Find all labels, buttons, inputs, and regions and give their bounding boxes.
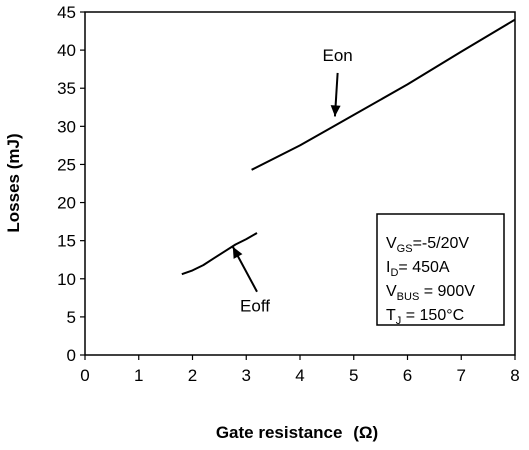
x-axis-ticks: 0 1 2 3 4 5 6 7 8 [80,355,520,385]
x-tick-label: 2 [188,366,197,385]
x-tick-label: 1 [134,366,143,385]
condition-subscript: GS [397,243,413,255]
annotations: Eon Eoff [231,46,353,316]
condition-line: ID= 450A [386,259,450,279]
x-tick-label: 3 [242,366,251,385]
y-tick-label: 30 [57,117,76,136]
y-axis-ticks: 0 5 10 15 20 25 30 35 40 45 [57,3,85,365]
annotation-label-eoff: Eoff [240,297,270,316]
y-tick-label: 15 [57,232,76,251]
y-tick-label: 25 [57,155,76,174]
y-tick-label: 35 [57,79,76,98]
condition-symbol: T [386,307,396,324]
y-tick-label: 40 [57,41,76,60]
series-line-eon [251,18,516,171]
x-axis-title-unit: (Ω) [353,423,378,442]
x-axis-title-text: Gate resistance [216,423,343,442]
x-tick-label: 7 [457,366,466,385]
y-tick-label: 45 [57,3,76,22]
plot-area-frame [84,11,516,356]
y-tick-label: 0 [67,346,76,365]
y-tick-label: 5 [67,308,76,327]
annotation-arrow-head [232,246,243,259]
x-axis-title: Gate resistance (Ω) [216,423,378,442]
condition-subscript: BUS [397,291,420,303]
condition-value: =-5/20V [413,235,470,252]
condition-line: VGS=-5/20V [386,235,469,255]
x-tick-label: 4 [295,366,304,385]
x-tick-label: 5 [349,366,358,385]
condition-value: = 450A [398,259,449,276]
x-tick-label: 8 [510,366,519,385]
series-lines [181,18,516,276]
condition-symbol: I [386,259,390,276]
x-tick-label: 6 [403,366,412,385]
y-axis-title: Losses (mJ) [4,133,23,232]
condition-symbol: V [386,283,397,300]
series-line-eoff [181,232,258,276]
condition-symbol: V [386,235,397,252]
condition-value: = 150°C [401,307,464,324]
x-tick-label: 0 [80,366,89,385]
condition-subscript: J [396,315,402,327]
condition-subscript: D [390,267,398,279]
condition-value: = 900V [419,283,475,300]
annotation-label-eon: Eon [323,46,353,65]
y-tick-label: 20 [57,194,76,213]
condition-line: VBUS = 900V [386,283,475,303]
condition-line: TJ = 150°C [386,307,464,327]
y-tick-label: 10 [57,270,76,289]
conditions-box-frame [376,213,505,326]
annotation-arrow-head [330,105,341,117]
